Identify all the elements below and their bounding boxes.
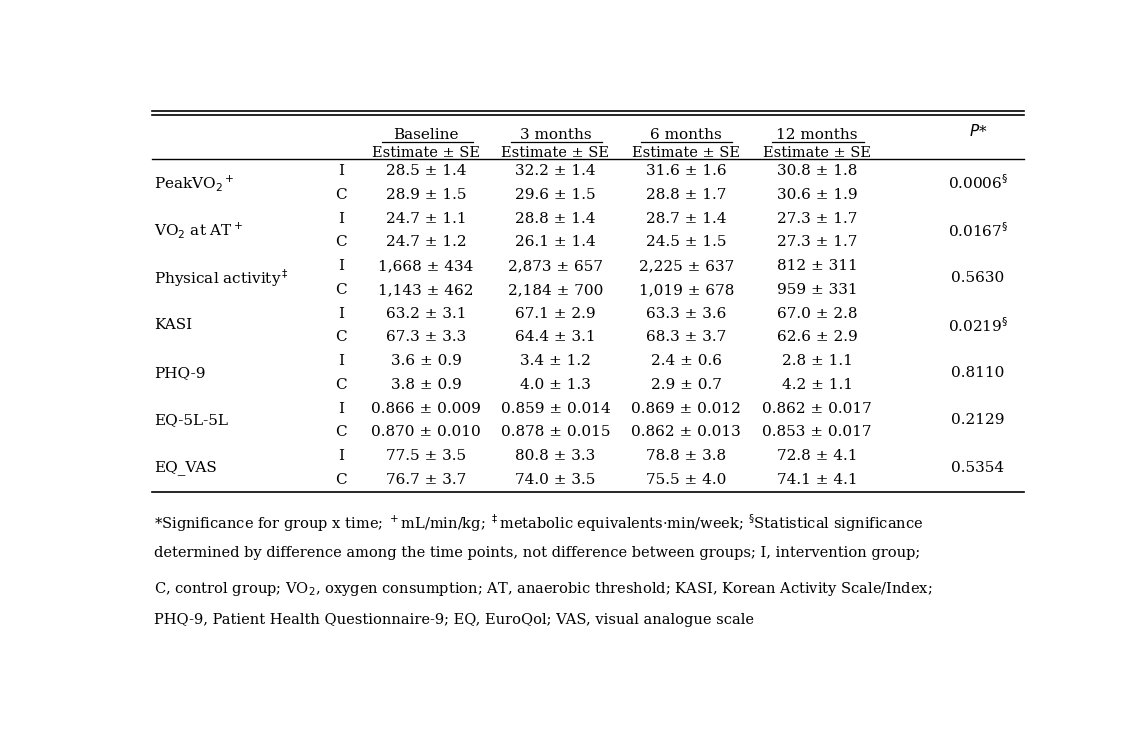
Text: 67.0 ± 2.8: 67.0 ± 2.8 bbox=[777, 307, 858, 321]
Text: 3.4 ± 1.2: 3.4 ± 1.2 bbox=[520, 354, 591, 368]
Text: 6 months: 6 months bbox=[650, 128, 722, 143]
Text: 4.2 ± 1.1: 4.2 ± 1.1 bbox=[782, 378, 853, 392]
Text: C: C bbox=[335, 283, 347, 297]
Text: 63.3 ± 3.6: 63.3 ± 3.6 bbox=[646, 307, 727, 321]
Text: 2,873 ± 657: 2,873 ± 657 bbox=[507, 259, 603, 273]
Text: 2,184 ± 700: 2,184 ± 700 bbox=[507, 283, 603, 297]
Text: 28.9 ± 1.5: 28.9 ± 1.5 bbox=[386, 188, 466, 202]
Text: 3 months: 3 months bbox=[520, 128, 591, 143]
Text: 80.8 ± 3.3: 80.8 ± 3.3 bbox=[515, 449, 596, 463]
Text: 12 months: 12 months bbox=[776, 128, 858, 143]
Text: 64.4 ± 3.1: 64.4 ± 3.1 bbox=[515, 331, 596, 344]
Text: PeakVO$_2$$^+$: PeakVO$_2$$^+$ bbox=[154, 173, 234, 193]
Text: 72.8 ± 4.1: 72.8 ± 4.1 bbox=[777, 449, 858, 463]
Text: *Significance for group x time; $^+$mL/min/kg; $^\ddagger$metabolic equivalents·: *Significance for group x time; $^+$mL/m… bbox=[154, 512, 923, 534]
Text: 812 ± 311: 812 ± 311 bbox=[777, 259, 858, 273]
Text: 32.2 ± 1.4: 32.2 ± 1.4 bbox=[515, 164, 596, 178]
Text: 0.0006$^\S$: 0.0006$^\S$ bbox=[948, 174, 1008, 193]
Text: PHQ-9: PHQ-9 bbox=[154, 366, 205, 380]
Text: 0.5630: 0.5630 bbox=[952, 271, 1004, 285]
Text: Estimate ± SE: Estimate ± SE bbox=[763, 146, 871, 160]
Text: 76.7 ± 3.7: 76.7 ± 3.7 bbox=[386, 473, 466, 487]
Text: 27.3 ± 1.7: 27.3 ± 1.7 bbox=[777, 211, 858, 226]
Text: C: C bbox=[335, 188, 347, 202]
Text: 0.870 ± 0.010: 0.870 ± 0.010 bbox=[371, 425, 481, 439]
Text: 26.1 ± 1.4: 26.1 ± 1.4 bbox=[515, 236, 596, 249]
Text: C: C bbox=[335, 378, 347, 392]
Text: 0.862 ± 0.017: 0.862 ± 0.017 bbox=[762, 402, 871, 415]
Text: 2.8 ± 1.1: 2.8 ± 1.1 bbox=[782, 354, 853, 368]
Text: 0.859 ± 0.014: 0.859 ± 0.014 bbox=[501, 402, 611, 415]
Text: I: I bbox=[338, 402, 344, 415]
Text: EQ_VAS: EQ_VAS bbox=[154, 461, 217, 476]
Text: 0.862 ± 0.013: 0.862 ± 0.013 bbox=[631, 425, 742, 439]
Text: 0.8110: 0.8110 bbox=[952, 366, 1004, 380]
Text: 28.7 ± 1.4: 28.7 ± 1.4 bbox=[646, 211, 727, 226]
Text: Estimate ± SE: Estimate ± SE bbox=[372, 146, 480, 160]
Text: 29.6 ± 1.5: 29.6 ± 1.5 bbox=[515, 188, 596, 202]
Text: 24.7 ± 1.1: 24.7 ± 1.1 bbox=[386, 211, 466, 226]
Text: I: I bbox=[338, 449, 344, 463]
Text: 4.0 ± 1.3: 4.0 ± 1.3 bbox=[520, 378, 591, 392]
Text: 28.5 ± 1.4: 28.5 ± 1.4 bbox=[386, 164, 466, 178]
Text: 67.3 ± 3.3: 67.3 ± 3.3 bbox=[386, 331, 466, 344]
Text: 27.3 ± 1.7: 27.3 ± 1.7 bbox=[777, 236, 858, 249]
Text: 78.8 ± 3.8: 78.8 ± 3.8 bbox=[646, 449, 727, 463]
Text: I: I bbox=[338, 307, 344, 321]
Text: I: I bbox=[338, 164, 344, 178]
Text: 28.8 ± 1.7: 28.8 ± 1.7 bbox=[646, 188, 727, 202]
Text: C: C bbox=[335, 473, 347, 487]
Text: 68.3 ± 3.7: 68.3 ± 3.7 bbox=[646, 331, 727, 344]
Text: 1,143 ± 462: 1,143 ± 462 bbox=[378, 283, 474, 297]
Text: KASI: KASI bbox=[154, 319, 193, 332]
Text: Physical activity$^\ddagger$: Physical activity$^\ddagger$ bbox=[154, 267, 289, 289]
Text: $\mathit{P}$*: $\mathit{P}$* bbox=[969, 123, 987, 139]
Text: 0.878 ± 0.015: 0.878 ± 0.015 bbox=[501, 425, 611, 439]
Text: 0.5354: 0.5354 bbox=[952, 461, 1004, 475]
Text: Baseline: Baseline bbox=[394, 128, 459, 143]
Text: Estimate ± SE: Estimate ± SE bbox=[502, 146, 610, 160]
Text: C: C bbox=[335, 331, 347, 344]
Text: determined by difference among the time points, not difference between groups; I: determined by difference among the time … bbox=[154, 546, 921, 559]
Text: I: I bbox=[338, 354, 344, 368]
Text: Estimate ± SE: Estimate ± SE bbox=[633, 146, 740, 160]
Text: PHQ-9, Patient Health Questionnaire-9; EQ, EuroQol; VAS, visual analogue scale: PHQ-9, Patient Health Questionnaire-9; E… bbox=[154, 613, 754, 627]
Text: 2.4 ± 0.6: 2.4 ± 0.6 bbox=[651, 354, 722, 368]
Text: 74.1 ± 4.1: 74.1 ± 4.1 bbox=[777, 473, 858, 487]
Text: 67.1 ± 2.9: 67.1 ± 2.9 bbox=[515, 307, 596, 321]
Text: EQ-5L-5L: EQ-5L-5L bbox=[154, 414, 228, 427]
Text: 2.9 ± 0.7: 2.9 ± 0.7 bbox=[651, 378, 722, 392]
Text: C: C bbox=[335, 236, 347, 249]
Text: 1,668 ± 434: 1,668 ± 434 bbox=[379, 259, 474, 273]
Text: 3.8 ± 0.9: 3.8 ± 0.9 bbox=[390, 378, 461, 392]
Text: VO$_2$ at AT$^+$: VO$_2$ at AT$^+$ bbox=[154, 220, 243, 240]
Text: 0.2129: 0.2129 bbox=[952, 414, 1004, 427]
Text: 74.0 ± 3.5: 74.0 ± 3.5 bbox=[515, 473, 596, 487]
Text: 75.5 ± 4.0: 75.5 ± 4.0 bbox=[646, 473, 727, 487]
Text: 28.8 ± 1.4: 28.8 ± 1.4 bbox=[515, 211, 596, 226]
Text: 62.6 ± 2.9: 62.6 ± 2.9 bbox=[777, 331, 858, 344]
Text: 31.6 ± 1.6: 31.6 ± 1.6 bbox=[646, 164, 727, 178]
Text: 2,225 ± 637: 2,225 ± 637 bbox=[638, 259, 734, 273]
Text: 24.5 ± 1.5: 24.5 ± 1.5 bbox=[646, 236, 727, 249]
Text: 0.869 ± 0.012: 0.869 ± 0.012 bbox=[631, 402, 742, 415]
Text: I: I bbox=[338, 259, 344, 273]
Text: C: C bbox=[335, 425, 347, 439]
Text: 0.866 ± 0.009: 0.866 ± 0.009 bbox=[371, 402, 481, 415]
Text: 1,019 ± 678: 1,019 ± 678 bbox=[638, 283, 734, 297]
Text: 30.8 ± 1.8: 30.8 ± 1.8 bbox=[777, 164, 858, 178]
Text: 24.7 ± 1.2: 24.7 ± 1.2 bbox=[386, 236, 466, 249]
Text: 3.6 ± 0.9: 3.6 ± 0.9 bbox=[390, 354, 461, 368]
Text: 0.0167$^\S$: 0.0167$^\S$ bbox=[948, 221, 1008, 240]
Text: 63.2 ± 3.1: 63.2 ± 3.1 bbox=[386, 307, 466, 321]
Text: 30.6 ± 1.9: 30.6 ± 1.9 bbox=[777, 188, 858, 202]
Text: I: I bbox=[338, 211, 344, 226]
Text: 0.853 ± 0.017: 0.853 ± 0.017 bbox=[762, 425, 871, 439]
Text: C, control group; VO$_2$, oxygen consumption; AT, anaerobic threshold; KASI, Kor: C, control group; VO$_2$, oxygen consump… bbox=[154, 580, 933, 597]
Text: 77.5 ± 3.5: 77.5 ± 3.5 bbox=[386, 449, 466, 463]
Text: 959 ± 331: 959 ± 331 bbox=[777, 283, 858, 297]
Text: 0.0219$^\S$: 0.0219$^\S$ bbox=[948, 316, 1008, 334]
